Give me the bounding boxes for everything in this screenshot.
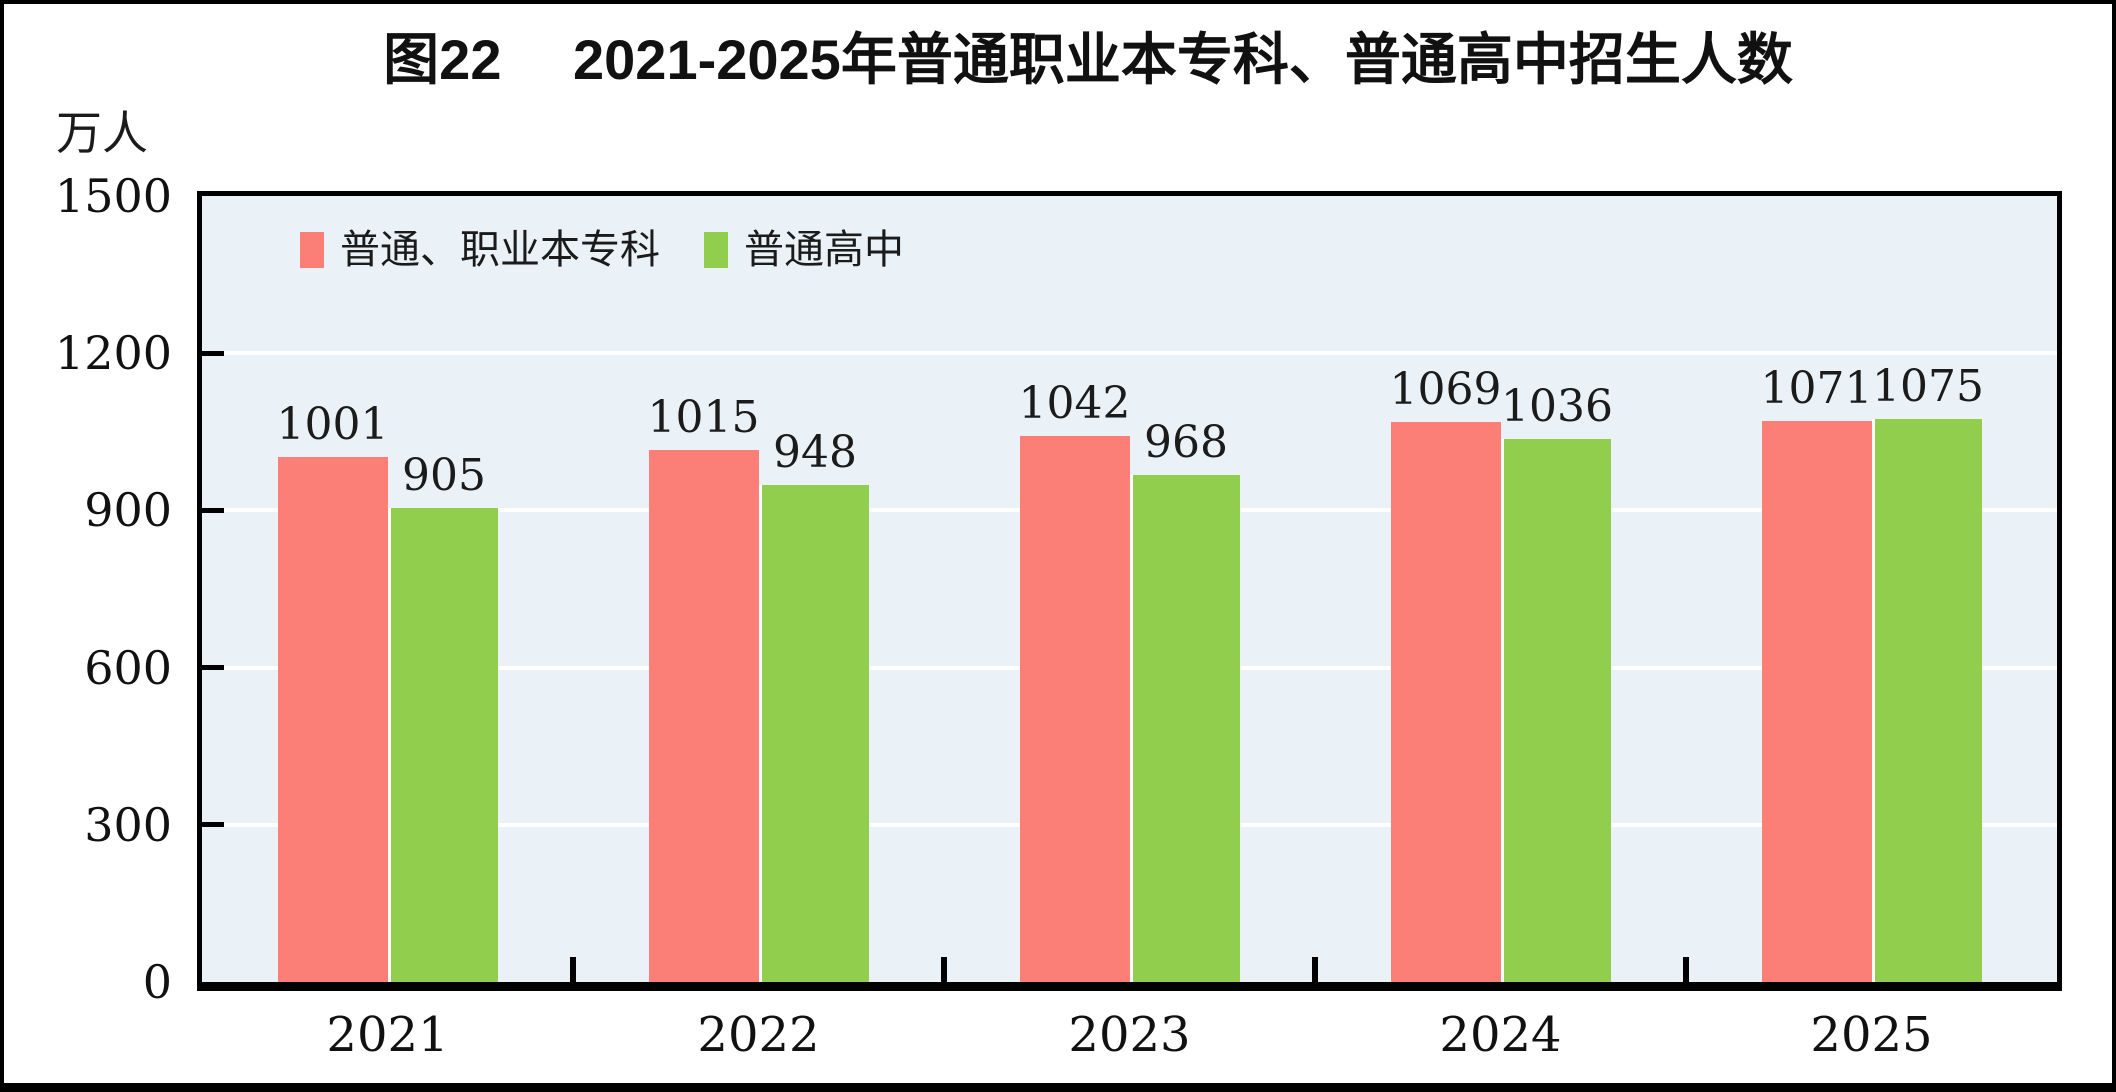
- legend-label-benzhuanke: 普通、职业本专科: [340, 227, 660, 273]
- x-tick-label-2023: 2023: [1068, 1007, 1191, 1063]
- bar-value-label: 1001: [276, 399, 389, 451]
- x-axis-boundary-tick-4: [1683, 957, 1689, 982]
- y-axis-tick-600: [202, 665, 224, 671]
- x-tick-label-2025: 2025: [1810, 1007, 1933, 1063]
- x-axis-boundary-tick-2: [941, 957, 947, 982]
- y-tick-label-1500: 1500: [54, 169, 172, 223]
- bar-group-2023: 1042 968: [944, 380, 1315, 982]
- bar-benzhuanke-2024: 1069: [1390, 365, 1501, 982]
- bar-benzhuanke-2023: 1042: [1019, 380, 1130, 982]
- bar-value-label: 1042: [1018, 378, 1131, 429]
- y-tick-label-0: 0: [142, 955, 172, 1009]
- bar-group-2024: 1069 1036: [1315, 365, 1686, 982]
- legend: 普通、职业本专科 普通高中: [300, 226, 904, 274]
- y-tick-label-600: 600: [84, 640, 172, 695]
- bar-gaozhong-2021: 905: [387, 451, 498, 982]
- x-axis-boundary-tick-3: [1312, 957, 1318, 982]
- x-axis-boundary-tick-1: [570, 957, 576, 982]
- y-tick-label-300: 300: [84, 797, 172, 852]
- bar-group-2025: 1071 1075: [1686, 362, 2057, 982]
- x-tick-label-2024: 2024: [1439, 1007, 1562, 1063]
- legend-label-gaozhong: 普通高中: [744, 227, 904, 273]
- gridline-1200: [202, 351, 2057, 356]
- bar-value-label: 1075: [1872, 360, 1984, 412]
- y-axis-tick-300: [202, 822, 224, 828]
- bar-gaozhong-2024: 1036: [1500, 383, 1613, 982]
- x-tick-label-2022: 2022: [697, 1007, 820, 1063]
- bar-benzhuanke-2025: 1071: [1761, 364, 1872, 982]
- y-tick-label-900: 900: [84, 483, 172, 538]
- bar-group-2021: 1001 905: [202, 401, 573, 982]
- y-axis-tick-1200: [202, 350, 224, 356]
- y-axis-unit-label: 万人: [56, 106, 148, 160]
- bar-benzhuanke-2022: 1015: [648, 394, 759, 982]
- plot-area: 1001 905 1015 948 1042 968 1069 1036 1071 1075: [197, 191, 2062, 991]
- legend-item-gaozhong: 普通高中: [704, 226, 904, 274]
- chart-title: 图22 2021-2025年普通职业本专科、普通高中招生人数: [383, 28, 1793, 91]
- bar-value-label: 905: [402, 449, 486, 501]
- legend-swatch-green: [704, 232, 728, 268]
- legend-item-benzhuanke: 普通、职业本专科: [300, 226, 660, 274]
- bar-value-label: 1015: [647, 392, 760, 444]
- bar-benzhuanke-2021: 1001: [277, 401, 388, 982]
- bar-group-2022: 1015 948: [573, 394, 944, 982]
- bar-value-label: 1036: [1501, 381, 1613, 433]
- bar-value-label: 1071: [1760, 362, 1873, 414]
- bar-value-label: 948: [773, 427, 857, 479]
- bar-gaozhong-2025: 1075: [1871, 362, 1984, 982]
- bar-gaozhong-2023: 968: [1129, 418, 1240, 982]
- bar-value-label: 968: [1144, 416, 1228, 468]
- x-tick-label-2021: 2021: [326, 1007, 449, 1063]
- bar-gaozhong-2022: 948: [758, 429, 869, 982]
- y-tick-label-1200: 1200: [54, 326, 172, 381]
- y-axis-tick-900: [202, 507, 224, 513]
- bar-value-label: 1069: [1389, 363, 1502, 415]
- legend-swatch-red: [300, 232, 324, 268]
